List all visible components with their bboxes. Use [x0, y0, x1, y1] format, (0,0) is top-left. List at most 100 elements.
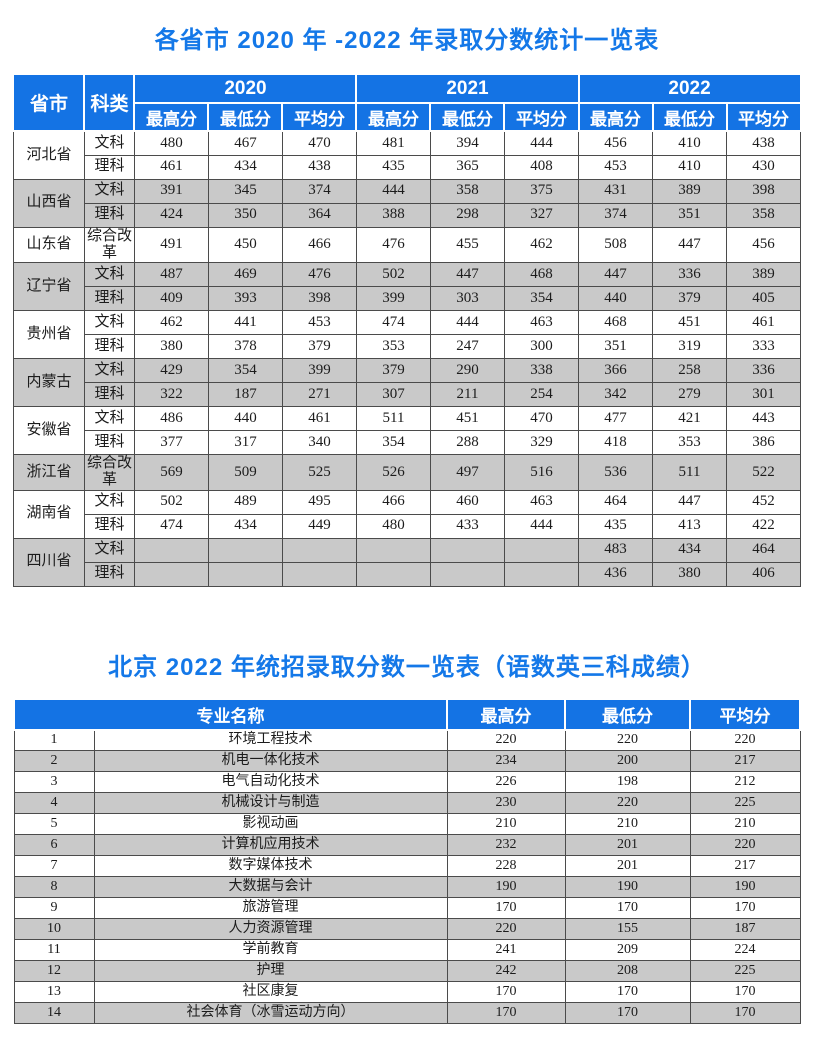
major-name-cell: 机械设计与制造 [93, 792, 448, 814]
max-score-cell: 234 [446, 750, 566, 772]
score-cell: 399 [281, 358, 357, 383]
score-cell [503, 561, 580, 587]
score-cell: 398 [726, 178, 802, 204]
major-name-cell: 人力资源管理 [93, 918, 448, 940]
max-score-cell: 220 [446, 918, 566, 940]
score-cell: 476 [281, 262, 357, 287]
score-cell: 466 [281, 226, 357, 263]
score-cell: 345 [207, 178, 283, 204]
score-cell: 434 [652, 537, 728, 563]
province-score-row: 河北省 文科 480 467 470 481 394 444 456 410 438 [12, 130, 802, 180]
score-cell: 476 [355, 226, 431, 263]
max-score-cell: 228 [446, 855, 566, 877]
score-cell: 300 [503, 334, 580, 359]
province-score-row: 辽宁省 文科 487 469 476 502 447 468 447 336 389 [12, 262, 802, 311]
min-score-cell: 200 [564, 750, 691, 772]
score-cell: 379 [652, 286, 728, 311]
min-score-cell: 155 [564, 918, 691, 940]
score-cell: 508 [578, 226, 654, 263]
score-cell: 447 [652, 489, 728, 515]
major-name-cell: 机电一体化技术 [93, 750, 448, 772]
score-cell: 470 [503, 406, 580, 431]
max-score-cell: 210 [446, 813, 566, 835]
avg-score-cell: 170 [689, 897, 801, 919]
score-cell: 447 [429, 262, 505, 287]
score-cell: 389 [652, 178, 728, 204]
score-cell: 511 [355, 406, 431, 431]
score-cell: 271 [281, 382, 357, 407]
score-cell: 350 [207, 202, 283, 228]
header-avg-score: 平均分 [725, 102, 802, 132]
score-cell: 474 [133, 513, 209, 539]
major-score-row: 5 影视动画 210 210 210 [13, 813, 801, 835]
score-cell: 456 [578, 130, 654, 156]
score-cell: 481 [355, 130, 431, 156]
province-name-cell: 山西省 [12, 178, 85, 228]
score-cell: 463 [503, 310, 580, 335]
majors-table-body: 1 环境工程技术 220 220 220 2 机电一体化技术 234 200 217 3 电气自动化技… [13, 729, 801, 1024]
score-cell: 380 [652, 561, 728, 587]
row-number-cell: 6 [13, 834, 95, 856]
score-cell: 444 [503, 130, 580, 156]
score-cell: 391 [133, 178, 209, 204]
header-province: 省市 [12, 73, 86, 132]
subject-category-cell: 理科 [83, 154, 135, 180]
min-score-cell: 170 [564, 897, 691, 919]
score-cell: 307 [355, 382, 431, 407]
major-score-row: 12 护理 242 208 225 [13, 960, 801, 982]
score-cell: 451 [429, 406, 505, 431]
header-min-score: 最低分 [651, 102, 728, 132]
score-cell: 380 [133, 334, 209, 359]
row-number-cell: 12 [13, 960, 95, 982]
score-cell: 247 [429, 334, 505, 359]
score-cell: 258 [652, 358, 728, 383]
score-cell: 431 [578, 178, 654, 204]
provinces-scores-table: 省市 科类 2020 2021 2022 最高分 最低分 平均分 最高分 最低分… [12, 73, 802, 587]
score-cell: 474 [355, 310, 431, 335]
max-score-cell: 220 [446, 729, 566, 751]
score-cell: 491 [133, 226, 209, 263]
score-cell: 409 [133, 286, 209, 311]
score-cell: 377 [133, 430, 209, 455]
major-name-cell: 数字媒体技术 [93, 855, 448, 877]
row-number-cell: 13 [13, 981, 95, 1003]
score-cell: 413 [652, 513, 728, 539]
score-cell: 353 [652, 430, 728, 455]
major-score-row: 1 环境工程技术 220 220 220 [13, 729, 801, 751]
score-cell: 440 [578, 286, 654, 311]
header-min-score: 最低分 [207, 102, 284, 132]
score-cell: 468 [503, 262, 580, 287]
major-score-row: 4 机械设计与制造 230 220 225 [13, 792, 801, 814]
score-cell: 354 [503, 286, 580, 311]
score-cell: 430 [726, 154, 802, 180]
header-max-score: 最高分 [133, 102, 210, 132]
score-cell [281, 537, 357, 563]
row-number-cell: 5 [13, 813, 95, 835]
major-name-cell: 环境工程技术 [93, 729, 448, 751]
province-name-cell: 四川省 [12, 537, 85, 587]
province-score-row: 理科 474 434 449 480 433 444 435 413 422 [13, 513, 802, 539]
score-cell: 336 [726, 358, 802, 383]
min-score-cell: 190 [564, 876, 691, 898]
avg-score-cell: 220 [689, 834, 801, 856]
score-cell: 463 [503, 489, 580, 515]
subject-category-cell: 文科 [83, 406, 135, 431]
score-cell: 434 [207, 154, 283, 180]
score-cell: 421 [652, 406, 728, 431]
row-number-cell: 4 [13, 792, 95, 814]
score-cell: 353 [355, 334, 431, 359]
max-score-cell: 170 [446, 897, 566, 919]
header-major-name: 专业名称 [13, 697, 448, 731]
max-score-cell: 190 [446, 876, 566, 898]
province-name-cell: 湖南省 [12, 489, 85, 539]
subject-category-cell: 理科 [83, 334, 135, 359]
score-cell: 386 [726, 430, 802, 455]
score-cell: 502 [355, 262, 431, 287]
major-score-row: 14 社会体育（冰雪运动方向） 170 170 170 [13, 1002, 801, 1024]
province-name-cell: 安徽省 [12, 406, 85, 455]
score-cell: 509 [207, 454, 283, 491]
score-cell: 451 [652, 310, 728, 335]
score-cell: 452 [726, 489, 802, 515]
score-cell: 187 [207, 382, 283, 407]
avg-score-cell: 217 [689, 750, 801, 772]
